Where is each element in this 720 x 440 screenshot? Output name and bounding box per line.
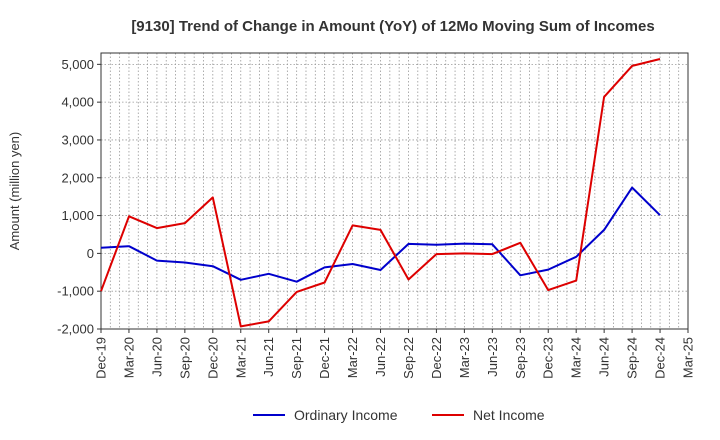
x-tick-label: Mar-21	[233, 337, 248, 378]
x-tick-label: Jun-20	[149, 337, 164, 377]
x-axis: Dec-19 Mar-20 Jun-20 Sep-20 Dec-20 Mar-21 Jun-…	[94, 329, 696, 379]
plot-frame	[100, 52, 689, 330]
chart-title: [9130] Trend of Change in Amount (YoY) o…	[131, 18, 654, 35]
x-tick-label: Dec-24	[653, 337, 668, 379]
x-tick-label: Sep-24	[625, 337, 640, 379]
x-tick-label: Dec-21	[317, 337, 332, 379]
x-tick-label: Sep-21	[289, 337, 304, 379]
grid	[100, 53, 689, 330]
x-tick-label: Mar-22	[345, 337, 360, 378]
x-tick-label: Mar-23	[457, 337, 472, 378]
x-tick-label: Jun-21	[261, 337, 276, 377]
x-tick-label: Mar-24	[569, 337, 584, 378]
y-axis: -2,000 -1,000 0 1,000 2,000 3,000 4,000 5,000	[57, 57, 101, 337]
series-line-ordinary-income	[100, 186, 661, 283]
x-tick-label: Dec-20	[205, 337, 220, 379]
x-tick-label: Dec-22	[429, 337, 444, 379]
x-tick-label: Dec-23	[541, 337, 556, 379]
y-tick-label: 2,000	[61, 170, 94, 185]
y-tick-label: -2,000	[57, 322, 94, 337]
y-tick-label: 4,000	[61, 95, 94, 110]
x-tick-label: Mar-20	[121, 337, 136, 378]
legend-label-net-income: Net Income	[473, 407, 545, 423]
x-tick-label: Jun-23	[485, 337, 500, 377]
x-tick-label: Sep-22	[401, 337, 416, 379]
x-tick-label: Jun-24	[597, 337, 612, 377]
y-tick-label: 1,000	[61, 208, 94, 223]
y-tick-label: 3,000	[61, 132, 94, 147]
y-tick-label: 5,000	[61, 57, 94, 72]
x-tick-label: Mar-25	[681, 337, 696, 378]
x-tick-label: Sep-20	[177, 337, 192, 379]
x-tick-label: Jun-22	[373, 337, 388, 377]
legend: Ordinary Income Net Income	[253, 407, 545, 423]
series-layer	[100, 58, 661, 328]
y-tick-label: 0	[87, 246, 94, 261]
legend-label-ordinary-income: Ordinary Income	[294, 407, 398, 423]
x-tick-label: Sep-23	[513, 337, 528, 379]
series-line-net-income	[100, 58, 661, 328]
x-tick-label: Dec-19	[94, 337, 109, 379]
y-axis-label: Amount (million yen)	[7, 132, 22, 251]
y-tick-label: -1,000	[57, 284, 94, 299]
